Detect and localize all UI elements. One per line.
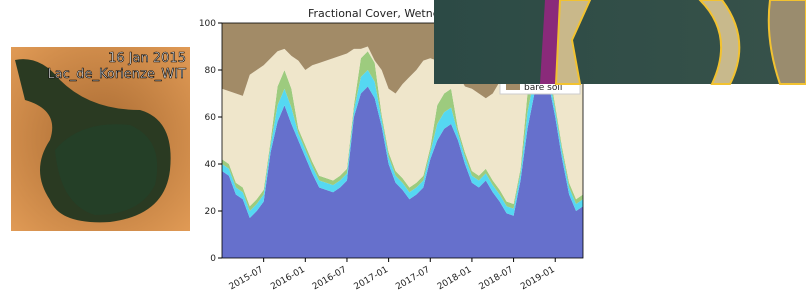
y-tick-label: 100: [199, 19, 216, 29]
y-tick-label: 40: [205, 160, 217, 170]
x-tick-label: 2019-01: [519, 265, 557, 290]
x-tick-label: 2017-07: [394, 265, 432, 290]
satellite-overlay: [434, 0, 806, 84]
y-tick-label: 20: [205, 207, 217, 217]
y-tick-label: 0: [210, 254, 216, 264]
y-tick-label: 80: [205, 66, 217, 76]
thumbnail: 16 Jan 2015 Lac_de_Korienze_WIT: [11, 47, 190, 231]
image-site: Lac_de_Korienze_WIT: [47, 67, 186, 82]
x-tick-label: 2016-01: [269, 265, 307, 290]
x-tick-label: 2015-07: [228, 265, 266, 290]
image-date: 16 Jan 2015: [108, 51, 186, 66]
x-tick-label: 2018-01: [436, 265, 474, 290]
legend-swatch: [506, 83, 520, 90]
x-tick-label: 2017-01: [353, 265, 391, 290]
page: 0 20 40 60 80 100 2015-072016-012016-072017-01…: [0, 0, 806, 290]
x-tick-label: 2016-07: [311, 265, 349, 290]
x-tick-label: 2018-07: [478, 265, 516, 290]
y-tick-label: 60: [205, 113, 217, 123]
satellite-image: [434, 0, 806, 84]
chart-title: Fractional Cover, Wetness: [308, 7, 451, 20]
